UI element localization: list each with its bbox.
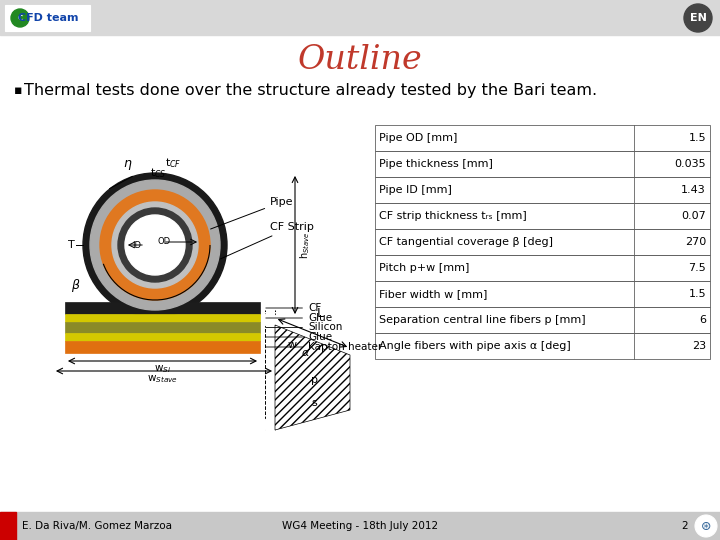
Text: 0.035: 0.035 xyxy=(675,159,706,169)
Circle shape xyxy=(118,208,192,282)
Circle shape xyxy=(695,515,717,537)
Bar xyxy=(375,151,710,177)
Circle shape xyxy=(90,180,220,310)
Text: h$_{Stave}$: h$_{Stave}$ xyxy=(298,231,312,259)
Bar xyxy=(375,333,710,359)
Text: CF tangential coverage β [deg]: CF tangential coverage β [deg] xyxy=(379,237,553,247)
Text: Pipe: Pipe xyxy=(210,197,294,229)
Circle shape xyxy=(267,422,273,428)
Bar xyxy=(375,229,710,255)
Text: Glue: Glue xyxy=(266,313,332,323)
Circle shape xyxy=(11,9,29,27)
Text: EN: EN xyxy=(690,13,706,23)
Bar xyxy=(375,177,710,203)
Text: t$_{CF}$: t$_{CF}$ xyxy=(165,156,181,170)
Text: α: α xyxy=(301,348,309,358)
Text: CF Strip: CF Strip xyxy=(220,222,314,259)
Bar xyxy=(65,314,260,322)
Text: Silicon: Silicon xyxy=(266,322,343,333)
Bar xyxy=(0,0,720,35)
Text: CF: CF xyxy=(266,303,321,313)
Bar xyxy=(375,125,710,151)
Text: η: η xyxy=(123,157,131,170)
Bar xyxy=(375,281,710,307)
Text: Kapton heater: Kapton heater xyxy=(266,342,382,352)
Text: t$_{CS}$: t$_{CS}$ xyxy=(150,166,166,180)
Text: Pipe thickness [mm]: Pipe thickness [mm] xyxy=(379,159,493,169)
Text: Pipe ID [mm]: Pipe ID [mm] xyxy=(379,185,452,195)
Text: Outline: Outline xyxy=(297,44,423,76)
Bar xyxy=(375,229,710,255)
Text: 0.07: 0.07 xyxy=(681,211,706,221)
Text: C: C xyxy=(17,15,22,21)
Bar xyxy=(375,177,710,203)
Circle shape xyxy=(267,317,273,323)
Polygon shape xyxy=(275,325,350,430)
Text: ⊛: ⊛ xyxy=(701,519,711,532)
Circle shape xyxy=(112,202,198,288)
Bar xyxy=(375,255,710,281)
Bar xyxy=(375,307,710,333)
Text: E. Da Riva/M. Gomez Marzoa: E. Da Riva/M. Gomez Marzoa xyxy=(22,521,172,531)
Text: L: L xyxy=(317,307,323,320)
Bar xyxy=(375,203,710,229)
Text: 7.5: 7.5 xyxy=(688,263,706,273)
Text: Pitch p+w [mm]: Pitch p+w [mm] xyxy=(379,263,469,273)
Text: T: T xyxy=(68,240,75,250)
Text: β: β xyxy=(71,279,79,292)
Text: p: p xyxy=(310,375,318,385)
Bar xyxy=(375,151,710,177)
Text: Fiber width w [mm]: Fiber width w [mm] xyxy=(379,289,487,299)
Circle shape xyxy=(263,313,277,327)
Circle shape xyxy=(684,4,712,32)
Text: Separation central line fibers p [mm]: Separation central line fibers p [mm] xyxy=(379,315,585,325)
Bar xyxy=(0,512,16,540)
Bar xyxy=(375,281,710,307)
Bar xyxy=(65,341,260,353)
Text: w$_{Stave}$: w$_{Stave}$ xyxy=(147,373,178,385)
Bar xyxy=(5,5,90,31)
Text: OD: OD xyxy=(157,238,170,246)
Text: CF strip thickness tᵣₛ [mm]: CF strip thickness tᵣₛ [mm] xyxy=(379,211,527,221)
Text: Thermal tests done over the structure already tested by the Bari team.: Thermal tests done over the structure al… xyxy=(24,83,597,98)
Text: 23: 23 xyxy=(692,341,706,351)
Text: w: w xyxy=(287,340,297,350)
Text: Pipe OD [mm]: Pipe OD [mm] xyxy=(379,133,457,143)
Bar xyxy=(65,322,260,333)
Text: s: s xyxy=(311,398,317,408)
Text: 6: 6 xyxy=(699,315,706,325)
Circle shape xyxy=(83,173,227,317)
Circle shape xyxy=(125,215,185,275)
Bar xyxy=(375,125,710,151)
Text: ID: ID xyxy=(132,240,142,249)
Text: 2: 2 xyxy=(682,521,688,531)
Bar xyxy=(375,307,710,333)
Text: ▪: ▪ xyxy=(14,84,22,97)
Bar xyxy=(65,302,260,314)
Bar xyxy=(0,512,720,540)
Text: Angle fibers with pipe axis α [deg]: Angle fibers with pipe axis α [deg] xyxy=(379,341,571,351)
Bar xyxy=(375,255,710,281)
Text: CFD team: CFD team xyxy=(18,13,78,23)
Bar xyxy=(375,203,710,229)
Circle shape xyxy=(263,418,277,432)
Text: w$_{Si}$: w$_{Si}$ xyxy=(154,363,171,375)
Text: Glue: Glue xyxy=(266,332,332,342)
Bar xyxy=(375,333,710,359)
Text: 1.43: 1.43 xyxy=(681,185,706,195)
Text: 1.5: 1.5 xyxy=(688,289,706,299)
Text: 270: 270 xyxy=(685,237,706,247)
Text: WG4 Meeting - 18th July 2012: WG4 Meeting - 18th July 2012 xyxy=(282,521,438,531)
Circle shape xyxy=(100,190,210,300)
Bar xyxy=(65,333,260,341)
Text: 1.5: 1.5 xyxy=(688,133,706,143)
